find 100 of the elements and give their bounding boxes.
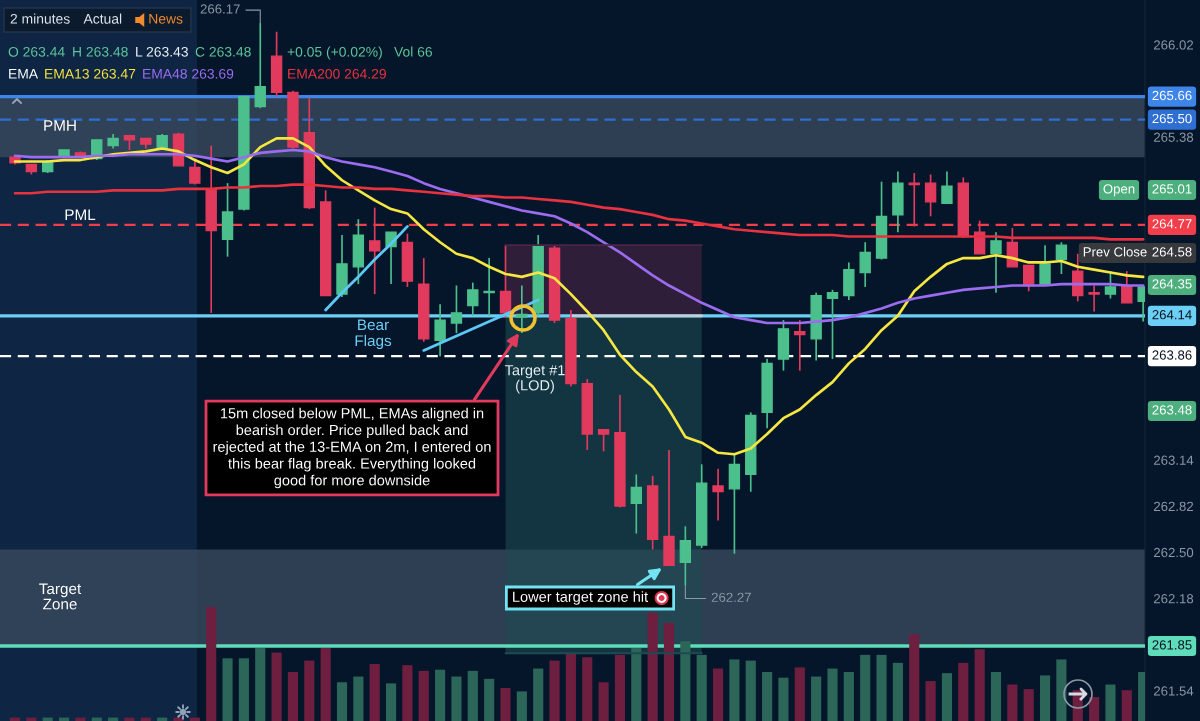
bar <box>909 634 920 721</box>
band-label: Target Zone <box>39 583 82 610</box>
annotation: O 263.44 <box>8 46 65 57</box>
bar <box>1023 689 1034 721</box>
bar <box>1039 675 1051 721</box>
annotation: H 263.48 <box>73 46 128 57</box>
bar <box>565 653 576 721</box>
bar <box>206 607 217 721</box>
annotation: EMA <box>9 69 39 79</box>
bar <box>516 691 527 721</box>
text: 264.58 <box>1152 247 1192 257</box>
bar <box>533 668 544 721</box>
bar <box>124 717 135 721</box>
bar <box>451 676 462 721</box>
annotation: News <box>149 14 183 24</box>
annotation: Open <box>1103 184 1135 197</box>
annotation: Vol 66 <box>394 46 433 57</box>
bar <box>729 659 740 721</box>
bar <box>549 660 560 721</box>
candlestick <box>679 525 692 587</box>
annotation: 15m closed below PML, EMAs aligned in bearish order. Price pulled back and rejected at the 13-EMA on 2m, I entered on this bear flag break. Everything looked good for more downside <box>213 407 491 489</box>
annotation: C 263.48 <box>195 46 251 57</box>
annotation: Prev Close <box>1083 246 1147 257</box>
candlestick <box>467 281 479 317</box>
bar <box>892 662 903 721</box>
annotation: +0.05 (+0.02%) <box>287 46 382 60</box>
y-tick-label: 261.54 <box>1154 686 1194 696</box>
bar <box>336 682 348 721</box>
bar <box>271 652 282 721</box>
annotation: 262.27 <box>711 592 751 602</box>
candlestick <box>1055 241 1068 275</box>
text: 263.48 <box>1152 405 1192 415</box>
bar <box>1007 684 1018 721</box>
annotation: Bear Flags <box>355 319 392 350</box>
bar <box>598 682 609 721</box>
bar <box>222 658 233 721</box>
bar <box>369 664 380 721</box>
bar <box>402 665 413 721</box>
bar <box>778 677 789 721</box>
bar <box>827 668 838 721</box>
bar <box>663 622 675 721</box>
bar <box>320 648 331 721</box>
candlestick <box>434 303 446 358</box>
bar <box>941 673 953 721</box>
text: EMA200 264.29 <box>288 68 386 79</box>
annotation: PML <box>65 209 96 220</box>
bar <box>1105 684 1116 721</box>
candlestick <box>597 428 610 453</box>
y-tick-label: 262.18 <box>1154 594 1194 604</box>
bar <box>238 658 249 721</box>
y-tick-label: 263.14 <box>1154 455 1194 465</box>
bar <box>974 649 985 721</box>
bar <box>712 668 724 721</box>
bar <box>631 648 642 721</box>
bar <box>287 671 299 721</box>
bar <box>696 654 707 721</box>
candlestick <box>1088 284 1100 313</box>
ref-line-label: 264.14 <box>1152 310 1192 320</box>
annotation: L 263.43 <box>136 46 188 57</box>
candlestick <box>826 289 839 360</box>
bar <box>435 669 446 721</box>
bar <box>353 676 364 721</box>
bar <box>385 683 397 721</box>
text: EMA13 263.47 <box>45 68 136 79</box>
ref-line-label: 264.77 <box>1152 219 1192 229</box>
line-series <box>13 137 1145 456</box>
bar <box>762 671 773 721</box>
candlestick <box>369 206 381 296</box>
band-label: PMH <box>44 120 76 131</box>
text: 265.01 <box>1152 184 1192 194</box>
text: 264.35 <box>1152 279 1192 289</box>
ref-line-label: 263.86 <box>1152 350 1192 360</box>
bar <box>925 681 936 721</box>
bar <box>811 676 822 721</box>
bar <box>418 670 429 721</box>
bar <box>958 662 969 721</box>
text: EMA48 263.69 <box>143 68 234 79</box>
bar <box>794 667 805 721</box>
annotation: Actual <box>83 13 122 24</box>
candlestick <box>712 467 724 522</box>
bar <box>582 657 593 721</box>
candlestick <box>924 173 937 218</box>
annotation: 2 minutes <box>10 13 70 24</box>
candlestick <box>516 284 528 334</box>
candlestick <box>908 172 920 228</box>
bar <box>745 660 756 721</box>
line-series <box>324 225 409 312</box>
ref-line-label: 265.50 <box>1152 113 1192 124</box>
bar <box>876 654 887 721</box>
candlestick <box>859 241 871 288</box>
candlestick <box>499 244 512 319</box>
y-tick-label: 265.38 <box>1154 132 1194 142</box>
bar <box>255 648 266 721</box>
bar <box>1089 697 1100 721</box>
bar <box>1121 690 1132 721</box>
bar <box>860 654 871 721</box>
candlestick <box>1121 270 1133 304</box>
ref-line-label: 265.66 <box>1152 90 1192 101</box>
annotation: 266.17 <box>200 4 240 14</box>
y-tick-label: 262.50 <box>1154 547 1194 558</box>
